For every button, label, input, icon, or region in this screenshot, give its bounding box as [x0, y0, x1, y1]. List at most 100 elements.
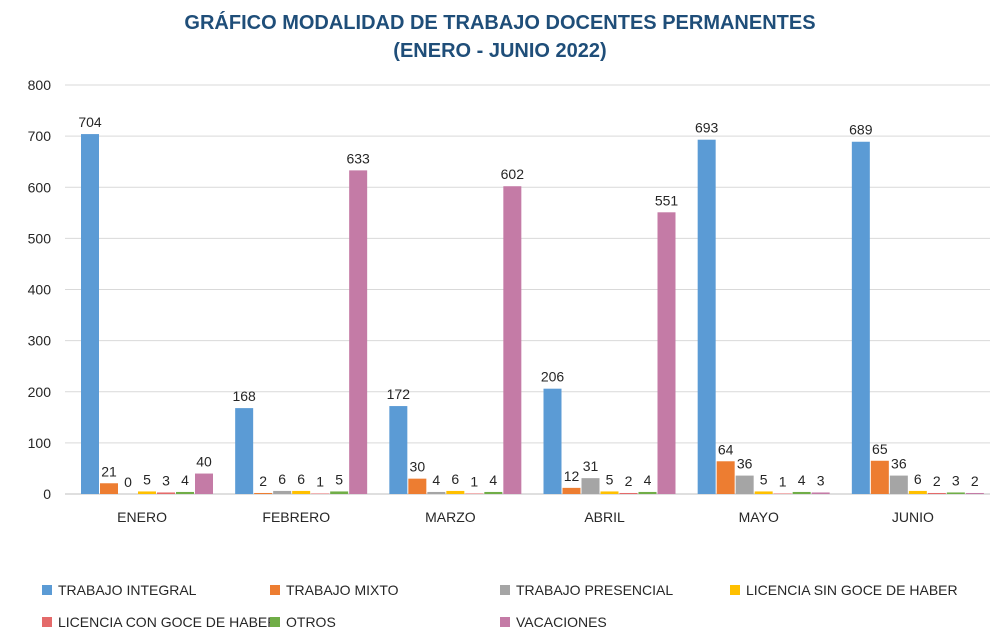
bar [349, 170, 368, 494]
data-label: 40 [196, 454, 212, 470]
data-label: 551 [655, 192, 679, 208]
bar [157, 492, 175, 494]
bar [562, 487, 581, 494]
bar [946, 492, 965, 494]
x-tick-label: MARZO [425, 509, 476, 525]
bar [619, 492, 638, 494]
x-tick-label: MAYO [739, 509, 779, 525]
data-label: 2 [625, 473, 633, 489]
x-tick-label: FEBRERO [262, 509, 330, 525]
x-tick-label: ABRIL [584, 509, 625, 525]
y-tick-label: 600 [28, 179, 52, 195]
bar [446, 490, 465, 494]
bar [908, 490, 927, 494]
data-label: 6 [297, 471, 305, 487]
data-label: 12 [564, 468, 580, 484]
y-tick-label: 0 [43, 486, 51, 502]
bar [716, 461, 735, 494]
bar [811, 492, 830, 494]
bar [697, 139, 716, 495]
y-tick-label: 100 [28, 435, 52, 451]
data-label: 689 [849, 122, 873, 138]
data-label: 2 [971, 473, 979, 489]
bar [638, 491, 657, 494]
data-label: 693 [695, 120, 719, 136]
bar [889, 475, 908, 494]
data-label: 5 [143, 471, 151, 487]
data-label: 5 [335, 471, 343, 487]
data-label: 36 [737, 456, 753, 472]
data-label: 1 [779, 473, 787, 489]
data-label: 3 [952, 472, 960, 488]
bar [195, 473, 213, 494]
bar [851, 141, 870, 494]
data-label: 5 [760, 471, 768, 487]
y-tick-label: 500 [28, 230, 52, 246]
bar [965, 492, 984, 494]
data-label: 64 [718, 441, 734, 457]
data-label: 36 [891, 456, 907, 472]
y-tick-label: 300 [28, 333, 52, 349]
data-label: 65 [872, 441, 888, 457]
bar [100, 483, 118, 494]
x-tick-label: ENERO [117, 509, 167, 525]
data-label: 6 [278, 471, 286, 487]
data-label: 0 [124, 474, 132, 490]
bar [484, 491, 503, 494]
data-label: 4 [181, 472, 189, 488]
bar [330, 491, 349, 494]
bar [543, 388, 562, 494]
data-label: 1 [316, 473, 324, 489]
y-tick-label: 800 [28, 77, 52, 93]
y-tick-label: 200 [28, 384, 52, 400]
data-label: 6 [914, 471, 922, 487]
data-label: 2 [259, 473, 267, 489]
chart-title: GRÁFICO MODALIDAD DE TRABAJO DOCENTES PE… [184, 12, 816, 34]
data-label: 4 [798, 472, 806, 488]
bar [389, 406, 408, 494]
data-label: 3 [817, 472, 825, 488]
data-label: 4 [644, 472, 652, 488]
bar [870, 460, 889, 494]
bar [81, 134, 99, 494]
bar [427, 491, 446, 494]
data-label: 4 [432, 472, 440, 488]
data-label: 633 [346, 150, 370, 166]
bar [311, 493, 330, 494]
data-label: 168 [232, 388, 256, 404]
y-tick-label: 400 [28, 282, 52, 298]
bar [408, 478, 427, 494]
bar [773, 493, 792, 494]
bar [754, 491, 773, 494]
bar [254, 492, 273, 494]
data-label: 4 [489, 472, 497, 488]
data-label: 3 [162, 472, 170, 488]
data-label: 2 [933, 473, 941, 489]
data-label: 206 [541, 369, 565, 385]
data-label: 31 [583, 458, 599, 474]
bar [792, 491, 811, 494]
bar [273, 490, 292, 494]
x-tick-label: JUNIO [892, 509, 934, 525]
data-label: 172 [387, 386, 411, 402]
bar [235, 408, 254, 494]
bar [657, 212, 676, 494]
bar [292, 490, 311, 494]
bar [581, 478, 600, 494]
bar [138, 491, 156, 494]
bar [735, 475, 754, 494]
data-label: 21 [101, 463, 117, 479]
data-label: 602 [501, 166, 525, 182]
bar [600, 491, 619, 494]
chart-subtitle: (ENERO - JUNIO 2022) [393, 40, 607, 62]
y-tick-label: 700 [28, 128, 52, 144]
bar [176, 491, 194, 494]
bar [927, 492, 946, 494]
bar [465, 493, 484, 494]
bar [503, 186, 522, 495]
data-label: 6 [451, 471, 459, 487]
data-label: 704 [78, 114, 102, 130]
data-label: 30 [410, 459, 426, 475]
data-label: 5 [606, 471, 614, 487]
